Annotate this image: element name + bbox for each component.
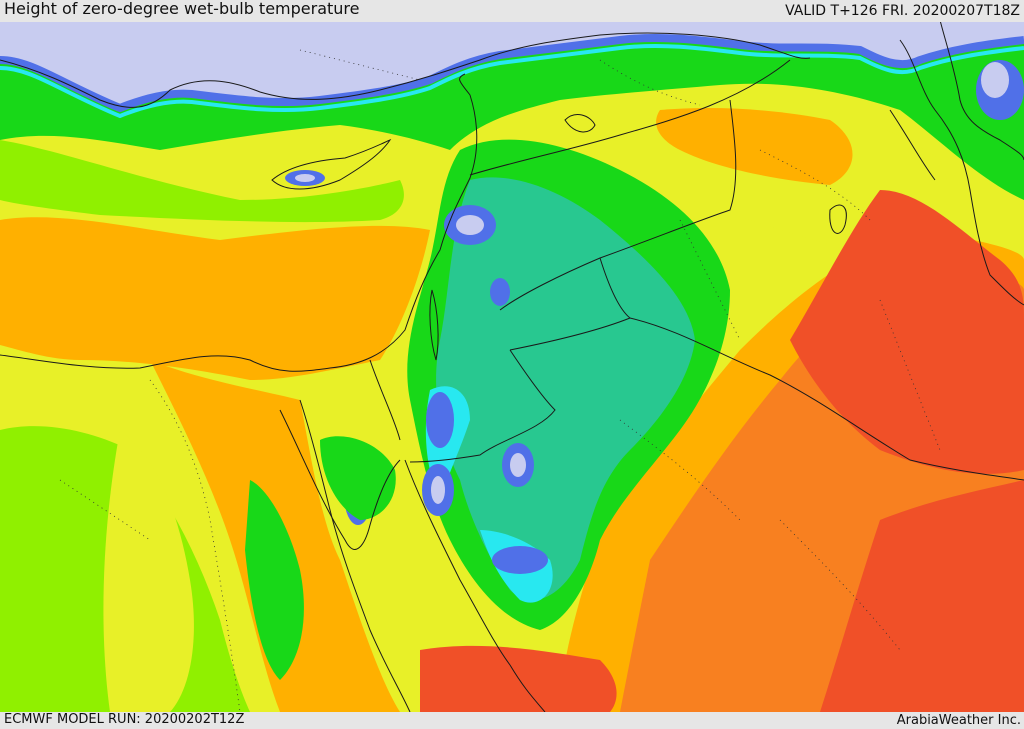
header-bar: Height of zero-degree wet-bulb temperatu…	[0, 0, 1024, 22]
valid-time: VALID T+126 FRI. 20200207T18Z	[785, 3, 1020, 19]
coastline-dead-sea	[429, 289, 439, 361]
yellow-patch-south	[103, 430, 194, 712]
lime-field-west	[0, 140, 404, 223]
periwinkle-blob-hejaz-north	[431, 476, 445, 504]
green-patch-nile	[245, 480, 304, 680]
periwinkle-blob-cyprus	[295, 174, 315, 182]
yellow-field-syria	[560, 98, 948, 260]
periwinkle-blob-lebanon	[456, 215, 484, 235]
blue-field-coast	[0, 33, 1024, 112]
dotted-boundary-7	[879, 299, 941, 451]
coastline-red-sea-west	[299, 399, 411, 712]
blue-blob-golan	[490, 278, 510, 306]
periwinkle-field-sea	[0, 20, 1024, 108]
orange-field-syria	[656, 108, 853, 185]
border-syria-iraq	[599, 257, 631, 319]
coastline-caspian	[939, 20, 1024, 161]
weather-map[interactable]	[0, 20, 1024, 712]
dotted-boundary-6	[779, 519, 901, 651]
orange-field-west	[0, 217, 430, 380]
footer-bar: ECMWF MODEL RUN: 20200202T12Z ArabiaWeat…	[0, 712, 1024, 729]
red-field-south	[820, 480, 1024, 712]
coastline-cyprus	[271, 138, 392, 190]
coastline-turkey	[0, 32, 811, 108]
periwinkle-blob-caucasus	[981, 62, 1009, 98]
coastline-north-africa	[0, 73, 478, 372]
map-title: Height of zero-degree wet-bulb temperatu…	[4, 0, 360, 18]
cyan-field-coast	[0, 43, 1024, 118]
border-iran-iraq-south	[889, 109, 936, 181]
coastline-persian-gulf	[899, 39, 1024, 306]
border-egypt-libya	[369, 359, 401, 441]
coastline-red-sea-east	[404, 459, 546, 712]
red-field-east	[790, 190, 1024, 474]
border-iraq-iran	[499, 99, 737, 311]
coastline-urmia	[829, 204, 847, 234]
periwinkle-blob-saudi-center	[510, 453, 526, 477]
blue-blob-saudi-south	[492, 546, 548, 574]
blue-blob-jordan-south	[426, 392, 454, 448]
border-jordan-saudi	[409, 349, 556, 463]
border-saudi-iraq	[509, 317, 1024, 481]
credit-label: ArabiaWeather Inc.	[896, 713, 1021, 728]
red-field-sw	[420, 645, 617, 712]
border-syria-turkey	[469, 59, 791, 176]
green-patch-red-sea	[320, 436, 396, 520]
coastline-gulf-of-suez	[279, 409, 401, 550]
coastline-lake-van	[564, 114, 596, 133]
dotted-boundary-5	[619, 419, 741, 521]
model-run-label: ECMWF MODEL RUN: 20200202T12Z	[4, 712, 245, 727]
